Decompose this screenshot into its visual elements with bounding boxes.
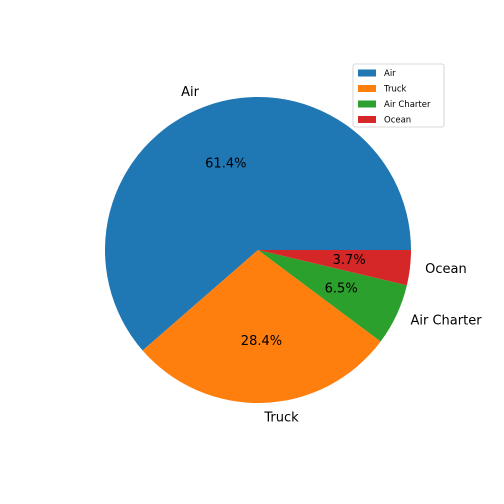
legend-swatch-truck <box>358 85 376 92</box>
slice-label-ocean: Ocean <box>425 262 467 277</box>
pie-slice-air <box>105 96 412 351</box>
legend-label-truck: Truck <box>383 85 406 95</box>
slice-label-air-charter: Air Charter <box>411 314 483 329</box>
pie-labels: Air 61.4% Truck 28.4% Air Charter 6.5% Ocean 3.… <box>181 85 482 426</box>
slice-percent-ocean: 3.7% <box>333 253 366 268</box>
slice-percent-truck: 28.4% <box>241 334 282 349</box>
slice-percent-air: 61.4% <box>205 157 246 172</box>
pie-slice-truck <box>142 250 381 404</box>
legend-swatch-ocean <box>358 116 376 123</box>
slice-percent-air-charter: 6.5% <box>325 281 358 296</box>
legend-frame <box>352 63 445 128</box>
legend-entries: Air Truck Air Charter Ocean <box>358 69 431 126</box>
legend-label-ocean: Ocean <box>384 116 411 126</box>
pie-slice-ocean <box>258 250 411 286</box>
legend-swatch-air <box>358 69 376 77</box>
pie-slice-air-charter <box>258 250 407 342</box>
slice-label-air: Air <box>181 85 200 100</box>
legend: Air Truck Air Charter Ocean <box>352 63 445 128</box>
legend-swatch-air-charter <box>358 100 376 108</box>
pie-slices <box>105 96 412 404</box>
legend-label-air: Air <box>384 69 396 79</box>
legend-label-air-charter: Air Charter <box>384 100 431 110</box>
slice-label-truck: Truck <box>263 411 299 426</box>
